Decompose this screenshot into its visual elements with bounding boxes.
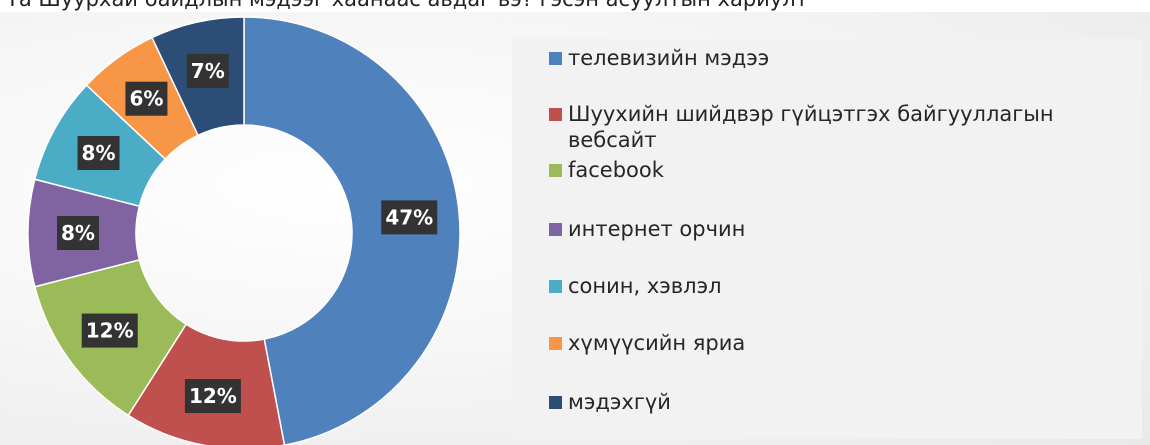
legend-item: сонин, хэвлэл <box>549 273 1129 299</box>
legend-swatch <box>549 396 562 409</box>
slice-data-label: 7% <box>186 53 229 88</box>
slice-data-label: 12% <box>81 313 138 348</box>
slice-data-label: 47% <box>381 200 438 235</box>
slice-label-background <box>81 313 138 348</box>
legend-item: Шуухийн шийдвэр гүйцэтгэх байгууллагын в… <box>549 101 1129 153</box>
legend-label: сонин, хэвлэл <box>568 274 722 298</box>
legend-swatch <box>549 223 562 236</box>
legend-label: Шуухийн шийдвэр гүйцэтгэх байгууллагын в… <box>568 102 1054 152</box>
slice-data-label: 8% <box>77 136 120 171</box>
slice-label-background <box>125 81 168 116</box>
donut-slice <box>243 16 461 445</box>
slice-label-text: 12% <box>86 319 134 343</box>
legend-item: мэдэхгүй <box>549 389 1129 415</box>
slice-data-label: 6% <box>125 81 168 116</box>
legend-item: хүмүүсийн яриа <box>549 330 1129 356</box>
legend-swatch <box>549 280 562 293</box>
slice-data-label: 12% <box>184 379 241 414</box>
legend-label: хүмүүсийн яриа <box>568 331 746 355</box>
slice-data-label: 8% <box>57 216 99 250</box>
slice-label-text: 6% <box>129 87 163 111</box>
chart-frame: 47% 12% 12% 8% 8% 6% 7% телевизийн мэдээ Шуухи… <box>0 12 1150 445</box>
slice-label-background <box>381 200 438 235</box>
donut-chart: 47% 12% 12% 8% 8% 6% 7% <box>27 16 461 445</box>
legend-swatch <box>549 52 562 65</box>
slice-label-background <box>77 136 120 171</box>
legend-item: интернет орчин <box>549 216 1129 242</box>
legend-swatch <box>549 108 562 121</box>
slice-label-text: 7% <box>191 59 225 83</box>
legend-swatch <box>549 164 562 177</box>
legend-label: телевизийн мэдээ <box>568 46 770 70</box>
top-caption-strip: Та Шуурхай байдлын мэдээг хаанаас авдаг … <box>0 0 1150 12</box>
slice-label-text: 47% <box>385 205 433 229</box>
legend-label: мэдэхгүй <box>568 390 671 414</box>
slice-label-text: 8% <box>82 141 116 165</box>
legend-label: интернет орчин <box>568 217 746 241</box>
legend-label: facebook <box>568 158 664 182</box>
legend-item: телевизийн мэдээ <box>549 45 1129 71</box>
legend-swatch <box>549 337 562 350</box>
slice-label-text: 8% <box>61 221 95 245</box>
top-caption-text: Та Шуурхай байдлын мэдээг хаанаас авдаг … <box>6 0 808 11</box>
slice-label-background <box>186 53 229 88</box>
slice-label-text: 12% <box>189 384 237 408</box>
legend-item: facebook <box>549 157 1129 183</box>
slice-label-background <box>184 379 241 414</box>
slice-label-background <box>57 216 99 250</box>
legend: телевизийн мэдээ Шуухийн шийдвэр гүйцэтг… <box>512 39 1142 439</box>
